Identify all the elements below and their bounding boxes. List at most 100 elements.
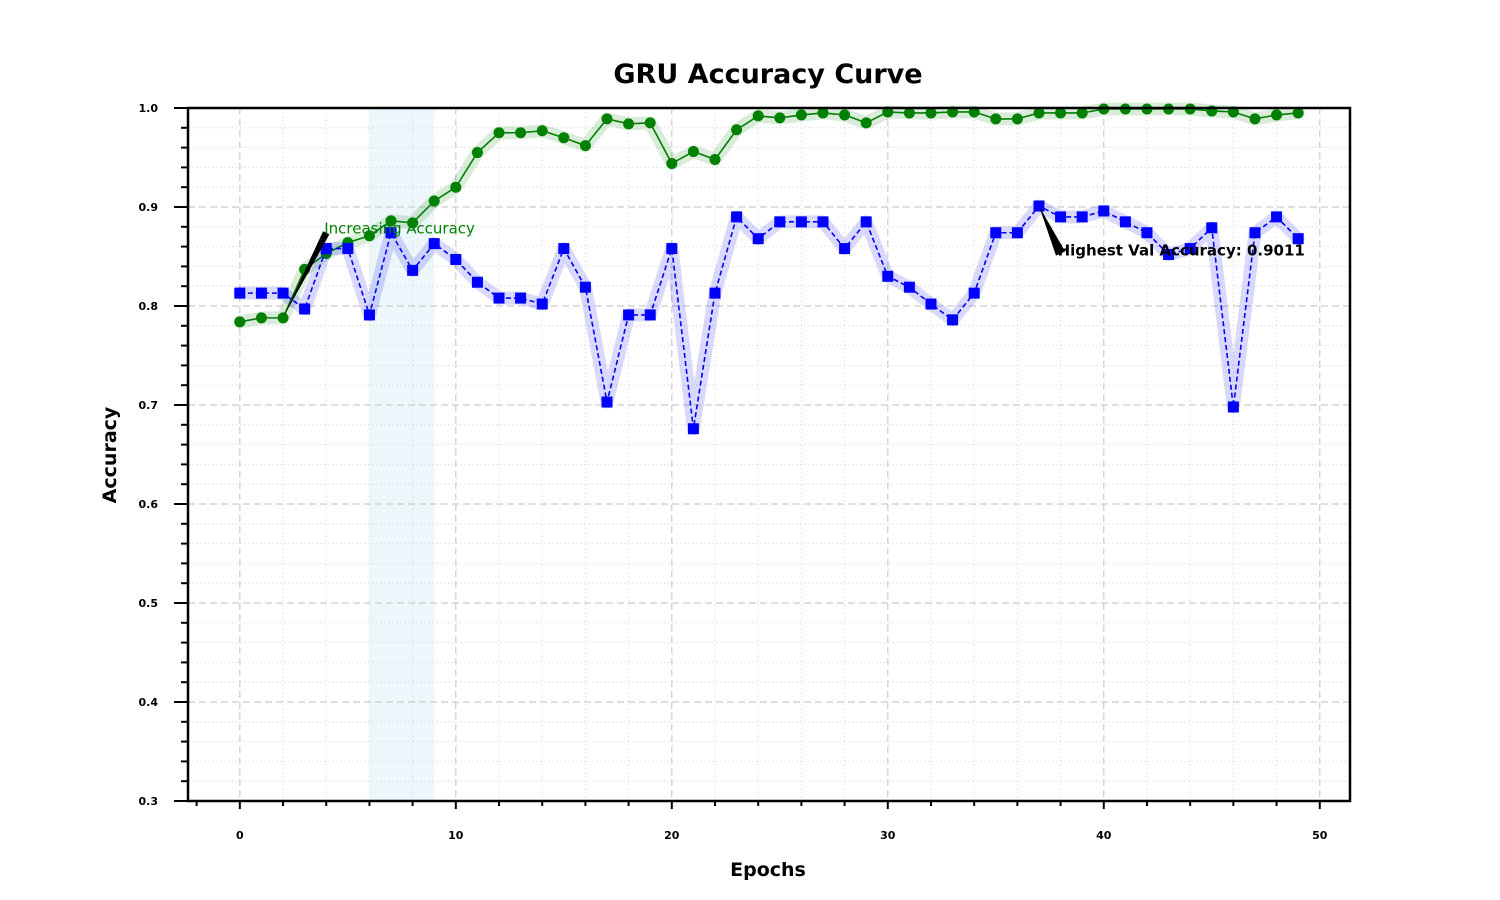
- data-point-val: [450, 253, 462, 265]
- data-point-val: [1292, 233, 1304, 245]
- series-val: [233, 199, 1305, 436]
- data-point-val: [1206, 222, 1218, 234]
- data-point-val: [817, 216, 829, 228]
- highlight-span: [369, 108, 435, 801]
- data-point-train: [536, 125, 548, 137]
- data-point-val: [299, 303, 311, 315]
- y-tick-label: 0.8: [139, 300, 159, 313]
- data-point-val: [1271, 211, 1283, 223]
- data-point-train: [774, 112, 786, 124]
- data-point-val: [385, 227, 397, 239]
- data-point-val: [623, 309, 635, 321]
- data-point-val: [903, 281, 915, 293]
- annotation-arrow: [283, 231, 330, 318]
- data-point-train: [1033, 107, 1045, 119]
- data-point-train: [1055, 107, 1067, 119]
- plot-area: [188, 102, 1350, 802]
- data-point-train: [363, 230, 375, 242]
- data-point-val: [342, 243, 354, 255]
- data-point-train: [687, 146, 699, 158]
- data-point-train: [990, 113, 1002, 125]
- data-point-train: [903, 107, 915, 119]
- data-point-val: [731, 211, 743, 223]
- data-point-val: [1227, 401, 1239, 413]
- data-point-val: [1033, 200, 1045, 212]
- data-point-train: [558, 132, 570, 144]
- data-point-train: [450, 181, 462, 193]
- data-point-val: [1163, 249, 1175, 261]
- data-point-val: [968, 287, 980, 299]
- data-point-val: [795, 216, 807, 228]
- data-point-train: [666, 157, 678, 169]
- x-axis-label: Epochs: [730, 859, 806, 881]
- annotation-text: Increasing Accuracy: [324, 220, 475, 238]
- data-point-val: [277, 287, 289, 299]
- data-point-train: [1011, 113, 1023, 125]
- data-point-val: [536, 298, 548, 310]
- data-point-train: [731, 124, 743, 136]
- data-point-val: [947, 314, 959, 326]
- data-point-val: [363, 309, 375, 321]
- data-point-val: [407, 264, 419, 276]
- data-point-val: [666, 243, 678, 255]
- data-point-train: [428, 195, 440, 207]
- data-point-val: [493, 292, 505, 304]
- data-point-val: [320, 243, 332, 255]
- data-point-train: [795, 109, 807, 121]
- data-point-val: [687, 423, 699, 435]
- y-tick-label: 0.3: [139, 795, 159, 808]
- data-point-train: [385, 215, 397, 227]
- data-point-train: [1271, 109, 1283, 121]
- data-point-train: [644, 117, 656, 129]
- data-point-val: [579, 281, 591, 293]
- data-point-train: [601, 113, 613, 125]
- data-point-train: [471, 147, 483, 159]
- data-point-val: [774, 216, 786, 228]
- plot-frame: [186, 106, 1352, 803]
- y-tick-label: 0.9: [139, 201, 159, 214]
- y-tick-label: 1.0: [139, 102, 159, 115]
- data-point-train: [255, 312, 267, 324]
- data-point-train: [234, 316, 246, 328]
- data-point-train: [277, 312, 289, 324]
- data-point-val: [644, 309, 656, 321]
- data-point-val: [1076, 211, 1088, 223]
- data-point-train: [752, 110, 764, 122]
- y-tick-label: 0.6: [139, 498, 159, 511]
- x-tick-label: 0: [236, 829, 244, 842]
- data-point-train: [709, 153, 721, 165]
- data-point-val: [255, 287, 267, 299]
- y-tick-label: 0.5: [139, 597, 159, 610]
- data-point-val: [1055, 211, 1067, 223]
- data-point-train: [515, 127, 527, 139]
- x-tick-label: 30: [880, 829, 896, 842]
- chart-title: GRU Accuracy Curve: [613, 59, 922, 90]
- y-tick-label: 0.7: [139, 399, 159, 412]
- data-point-val: [1011, 227, 1023, 239]
- annotation-arrow: [1039, 206, 1066, 256]
- data-point-train: [925, 107, 937, 119]
- x-tick-label: 10: [448, 829, 464, 842]
- data-point-val: [1119, 216, 1131, 228]
- data-point-train: [839, 109, 851, 121]
- data-point-train: [1076, 107, 1088, 119]
- data-point-train: [579, 140, 591, 152]
- data-point-val: [1141, 227, 1153, 239]
- data-point-train: [817, 107, 829, 119]
- data-point-val: [428, 238, 440, 250]
- data-point-val: [558, 243, 570, 255]
- data-point-val: [925, 298, 937, 310]
- annotation-text: Highest Val Accuracy: 0.9011: [1058, 242, 1305, 260]
- data-point-val: [1184, 243, 1196, 255]
- data-point-train: [1249, 113, 1261, 125]
- data-point-val: [839, 243, 851, 255]
- data-point-val: [882, 270, 894, 282]
- data-point-train: [860, 117, 872, 129]
- x-tick-label: 40: [1096, 829, 1112, 842]
- x-tick-label: 50: [1312, 829, 1328, 842]
- data-point-val: [471, 276, 483, 288]
- data-point-val: [1098, 205, 1110, 217]
- data-point-val: [860, 216, 872, 228]
- data-point-train: [1292, 107, 1304, 119]
